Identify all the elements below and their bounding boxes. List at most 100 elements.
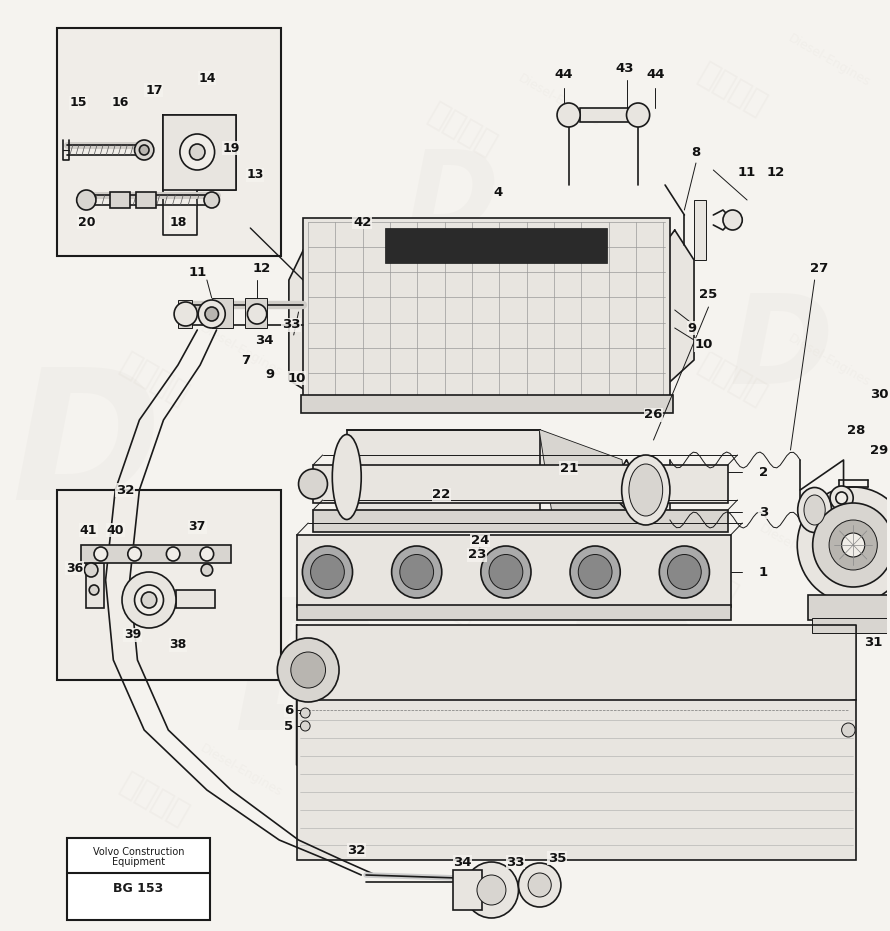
Text: 5: 5 — [284, 720, 294, 733]
Ellipse shape — [303, 546, 352, 598]
Text: Diesel-Engines: Diesel-Engines — [497, 741, 583, 799]
Bar — [164, 115, 236, 190]
Circle shape — [278, 638, 339, 702]
Bar — [347, 430, 539, 525]
Text: 21: 21 — [560, 462, 578, 475]
Bar — [176, 590, 214, 608]
Text: 24: 24 — [471, 533, 490, 546]
Text: 紫发动力: 紫发动力 — [404, 330, 482, 391]
Text: 10: 10 — [694, 339, 713, 352]
Bar — [296, 605, 731, 620]
Text: 32: 32 — [116, 483, 134, 496]
Text: 紫发动力: 紫发动力 — [684, 769, 762, 830]
Text: 2: 2 — [759, 466, 768, 479]
Text: 17: 17 — [145, 84, 163, 97]
Ellipse shape — [804, 495, 825, 525]
Text: 41: 41 — [79, 523, 97, 536]
Text: 14: 14 — [198, 72, 215, 85]
Circle shape — [301, 721, 310, 731]
Circle shape — [301, 708, 310, 718]
Circle shape — [291, 652, 326, 688]
Text: Diesel-Engines: Diesel-Engines — [497, 302, 583, 358]
Circle shape — [813, 503, 890, 587]
Circle shape — [477, 875, 506, 905]
Ellipse shape — [797, 488, 831, 533]
Text: 紫发动力: 紫发动力 — [115, 569, 193, 631]
Text: 29: 29 — [870, 443, 888, 456]
Circle shape — [204, 192, 220, 208]
Bar — [57, 28, 281, 256]
Text: 紫发动力: 紫发动力 — [115, 349, 193, 411]
Circle shape — [85, 563, 98, 577]
Bar — [86, 563, 103, 608]
Ellipse shape — [489, 555, 522, 589]
Text: 紫发动力: 紫发动力 — [693, 60, 772, 121]
Bar — [136, 192, 156, 208]
Bar — [110, 192, 130, 208]
Circle shape — [797, 487, 890, 603]
Text: 8: 8 — [692, 145, 700, 158]
Circle shape — [140, 145, 149, 155]
Bar — [296, 700, 856, 860]
Text: 4: 4 — [494, 185, 503, 198]
Text: Volvo Construction: Volvo Construction — [93, 847, 184, 857]
Circle shape — [836, 492, 847, 504]
Text: 33: 33 — [506, 856, 525, 869]
Circle shape — [77, 190, 96, 210]
Bar — [67, 838, 210, 920]
Circle shape — [519, 863, 561, 907]
Text: 40: 40 — [107, 523, 124, 536]
Text: Diesel-Engines: Diesel-Engines — [515, 72, 603, 128]
Circle shape — [134, 140, 154, 160]
Text: D: D — [233, 592, 383, 768]
Text: 30: 30 — [870, 388, 888, 401]
Text: BG 153: BG 153 — [113, 882, 164, 895]
Circle shape — [142, 592, 157, 608]
Bar — [385, 228, 607, 263]
Text: 44: 44 — [646, 69, 665, 82]
Text: 紫发动力: 紫发动力 — [404, 569, 482, 631]
Text: 紫发动力: 紫发动力 — [404, 769, 482, 830]
Text: 18: 18 — [169, 215, 187, 228]
Ellipse shape — [570, 546, 620, 598]
Text: 32: 32 — [347, 843, 366, 857]
Bar — [178, 300, 192, 328]
Text: Diesel-Engines: Diesel-Engines — [198, 541, 284, 599]
Polygon shape — [646, 230, 694, 395]
Circle shape — [198, 300, 225, 328]
Text: 26: 26 — [644, 409, 663, 422]
Circle shape — [122, 572, 176, 628]
Circle shape — [247, 304, 267, 324]
Circle shape — [829, 520, 878, 570]
Text: Diesel-Engines: Diesel-Engines — [198, 72, 284, 128]
Text: 36: 36 — [66, 561, 84, 574]
Text: 28: 28 — [847, 424, 865, 437]
Circle shape — [89, 585, 99, 595]
Circle shape — [201, 564, 213, 576]
Bar — [302, 395, 673, 413]
Text: Diesel-Engines: Diesel-Engines — [497, 541, 583, 599]
Circle shape — [528, 873, 551, 897]
Text: D: D — [552, 592, 701, 768]
Circle shape — [94, 547, 108, 561]
Text: 紫发动力: 紫发动力 — [115, 769, 193, 830]
Circle shape — [200, 547, 214, 561]
Bar — [313, 465, 728, 503]
Circle shape — [180, 134, 214, 170]
Text: 11: 11 — [738, 166, 756, 179]
Text: 38: 38 — [169, 639, 187, 652]
Text: Diesel-Engines: Diesel-Engines — [786, 331, 872, 389]
Text: 紫发动力: 紫发动力 — [665, 549, 742, 611]
Ellipse shape — [332, 435, 361, 519]
Text: 3: 3 — [759, 506, 768, 519]
Ellipse shape — [659, 546, 709, 598]
Polygon shape — [347, 430, 563, 495]
Circle shape — [842, 723, 855, 737]
Text: 23: 23 — [468, 548, 486, 561]
Text: 1: 1 — [759, 565, 768, 578]
Text: 34: 34 — [255, 333, 274, 346]
Bar — [212, 298, 233, 328]
Ellipse shape — [622, 455, 670, 525]
Circle shape — [298, 469, 328, 499]
Text: 16: 16 — [111, 97, 129, 110]
